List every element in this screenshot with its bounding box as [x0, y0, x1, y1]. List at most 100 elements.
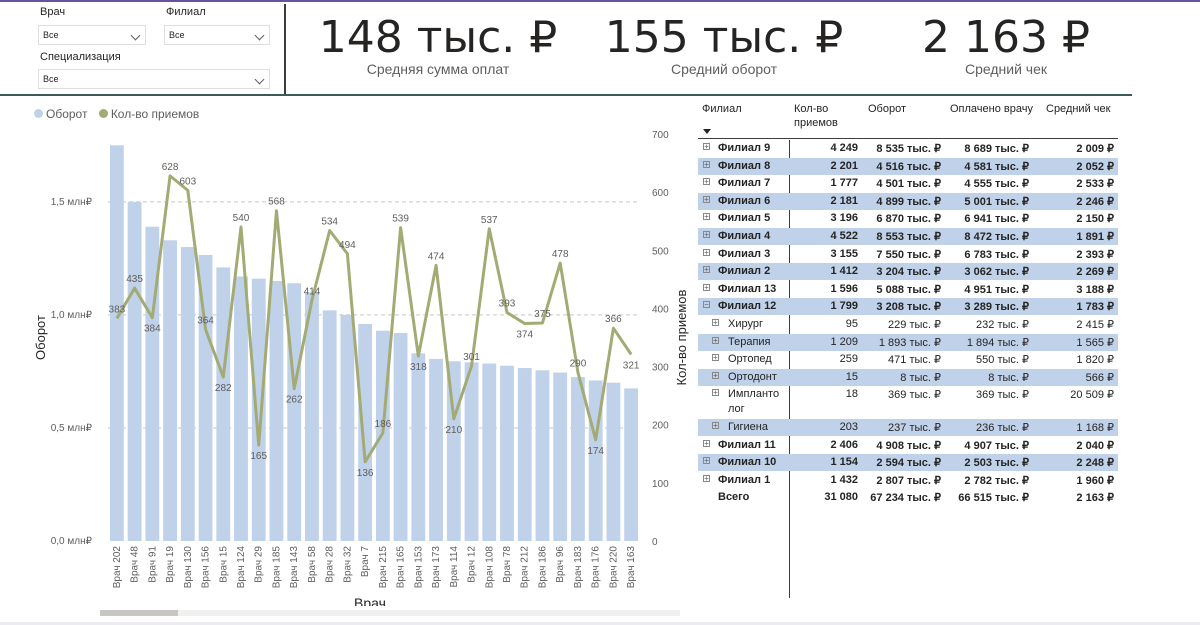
expand-icon[interactable]: + [712, 335, 719, 345]
doctor-filter-dropdown[interactable]: Все [38, 25, 146, 45]
kpi-value: 148 тыс. ₽ [318, 12, 558, 63]
expand-icon[interactable]: + [712, 421, 719, 430]
bar-Врач 165 [393, 332, 408, 541]
table-row[interactable]: + Филиал 3 3 155 7 550 тыс. ₽ 6 783 тыс. ₽ 2 … [698, 246, 1118, 263]
table-row[interactable]: + Терапия 1 209 1 893 тыс. ₽ 1 894 тыс. ₽ 1 5… [698, 333, 1118, 351]
column-header-paid[interactable]: Оплачено врачу [950, 103, 1033, 115]
table-row[interactable]: − Филиал 12 1 799 3 208 тыс. ₽ 3 289 тыс. ₽ 1… [698, 298, 1118, 316]
bar-Врач 185 [269, 280, 284, 541]
expand-icon[interactable]: + [703, 265, 710, 275]
bar-Врач 212 [517, 368, 532, 541]
header-divider [0, 94, 1132, 96]
branch-filter-dropdown[interactable]: Все [164, 25, 270, 45]
legend-bar-swatch [34, 109, 43, 119]
cell-paid: 6 783 тыс. ₽ [964, 248, 1029, 261]
bar-Врач 58 [305, 292, 319, 541]
x-tick-label: Врач 96 [555, 546, 566, 583]
expand-icon[interactable]: + [703, 230, 710, 239]
expand-icon[interactable]: + [712, 318, 719, 327]
expand-icon[interactable]: + [703, 438, 710, 448]
x-tick-label: Врач 212 [520, 546, 531, 589]
line-data-label: 435 [126, 274, 143, 285]
line-data-label: 384 [144, 324, 161, 335]
table-row[interactable]: + Филиал 10 1 154 2 594 тыс. ₽ 2 503 тыс. ₽ 2… [698, 454, 1118, 472]
cell-visits: 3 155 [830, 247, 858, 260]
cell-turnover: 237 тыс. ₽ [888, 422, 941, 434]
bar-Врач 156 [198, 254, 213, 541]
x-tick-label: Врач 114 [449, 546, 460, 588]
expand-icon[interactable]: + [703, 456, 710, 466]
x-tick-label: Врач 183 [573, 546, 584, 589]
bar-Врач 220 [606, 382, 621, 541]
line-series-visits [115, 174, 633, 464]
x-tick-label: Врач 28 [325, 546, 336, 583]
column-header-branch[interactable]: Филиал [702, 103, 742, 115]
expand-icon[interactable]: + [703, 194, 710, 204]
cell-turnover: 8 535 тыс. ₽ [876, 143, 941, 155]
x-axis-title: Врач [354, 595, 386, 606]
expand-icon[interactable]: + [703, 212, 710, 222]
row-label: Филиал 9 [718, 142, 771, 154]
bar-Врач 124 [234, 276, 248, 541]
table-row[interactable]: + Гигиена 203 237 тыс. ₽ 236 тыс. ₽ 1 168 ₽ [698, 419, 1118, 436]
expand-icon[interactable]: + [703, 473, 710, 483]
sort-desc-icon[interactable] [703, 129, 711, 134]
table-row[interactable]: + Филиал 6 2 181 4 899 тыс. ₽ 5 001 тыс. ₽ 2 … [698, 192, 1118, 210]
cell-paid: 4 581 тыс. ₽ [964, 160, 1029, 173]
line-data-label: 494 [339, 240, 356, 251]
table-row[interactable]: + Ортопед 259 471 тыс. ₽ 550 тыс. ₽ 1 820 ₽ [698, 351, 1118, 368]
table-row[interactable]: + Хирург 95 229 тыс. ₽ 232 тыс. ₽ 2 415 ₽ [698, 316, 1118, 333]
line-data-label: 393 [499, 298, 516, 309]
x-tick-label: Врач 165 [396, 546, 407, 589]
row-label: Филиал 10 [718, 456, 777, 469]
cell-paid: 3 289 тыс. ₽ [964, 301, 1029, 314]
y-tick-label: 0,5 млн₽ [51, 423, 93, 434]
collapse-icon[interactable]: − [703, 300, 710, 310]
cell-paid: 8 689 тыс. ₽ [964, 143, 1029, 155]
expand-icon[interactable]: + [712, 370, 719, 380]
row-label: Филиал 5 [718, 212, 771, 225]
chart-legend: Оборот Кол-во приемов [34, 106, 199, 121]
expand-icon[interactable]: + [703, 177, 710, 187]
y2-tick-label: 600 [652, 188, 669, 199]
row-label: Гигиена [728, 421, 768, 433]
cell-turnover: 7 550 тыс. ₽ [876, 248, 941, 261]
cell-turnover: 67 234 тыс. ₽ [870, 492, 941, 505]
cell-turnover: 2 594 тыс. ₽ [876, 457, 941, 470]
table-row[interactable]: + Филиал 9 4 249 8 535 тыс. ₽ 8 689 тыс. ₽ 2 … [698, 140, 1118, 157]
expand-icon[interactable]: + [703, 159, 710, 169]
expand-icon[interactable]: + [712, 388, 719, 398]
column-header-visits[interactable]: Кол-во приемов [794, 103, 838, 129]
table-row[interactable]: + Филиал 2 1 412 3 204 тыс. ₽ 3 062 тыс. ₽ 2 … [698, 263, 1118, 281]
x-tick-label: Врач 186 [537, 546, 548, 589]
expand-icon[interactable]: + [703, 142, 710, 151]
table-row[interactable]: + Филиал 8 2 201 4 516 тыс. ₽ 4 581 тыс. ₽ 2 … [698, 157, 1118, 175]
cell-turnover: 6 870 тыс. ₽ [876, 213, 941, 226]
table-row[interactable]: + Филиал 4 4 522 8 553 тыс. ₽ 8 472 тыс. ₽ 1 … [698, 228, 1118, 245]
specialization-filter-dropdown[interactable]: Все [38, 69, 270, 89]
table-row[interactable]: + Импланто лог 18 369 тыс. ₽ 369 тыс. ₽ 20 509… [698, 386, 1118, 418]
chart-scrollbar-thumb[interactable] [100, 610, 178, 616]
expand-icon[interactable]: + [703, 247, 710, 257]
bar-Врач 143 [287, 283, 302, 541]
table-row[interactable]: + Филиал 5 3 196 6 870 тыс. ₽ 6 941 тыс. ₽ 2 … [698, 210, 1118, 227]
table-row[interactable]: + Филиал 11 2 406 4 908 тыс. ₽ 4 907 тыс. ₽ 2… [698, 437, 1118, 454]
cell-paid: 369 тыс. ₽ [976, 389, 1029, 402]
expand-icon[interactable]: + [712, 353, 719, 363]
cell-turnover: 4 516 тыс. ₽ [876, 160, 941, 173]
y-axis-title: Оборот [33, 315, 48, 360]
column-header-avg-check[interactable]: Средний чек [1046, 103, 1111, 115]
bar-Врач 186 [535, 370, 550, 541]
x-tick-label: Врач 15 [218, 546, 229, 583]
table-row[interactable]: + Филиал 7 1 777 4 501 тыс. ₽ 4 555 тыс. ₽ 2 … [698, 175, 1118, 192]
column-header-turnover[interactable]: Оборот [868, 103, 907, 115]
table-row[interactable]: + Ортодонт 15 8 тыс. ₽ 8 тыс. ₽ 566 ₽ [698, 368, 1118, 386]
chart-scrollbar-track[interactable] [100, 610, 680, 616]
table-row[interactable]: Всего 31 080 67 234 тыс. ₽ 66 515 тыс. ₽ 2 1… [698, 489, 1118, 506]
table-row[interactable]: + Филиал 1 1 432 2 807 тыс. ₽ 2 782 тыс. ₽ 1 … [698, 472, 1118, 489]
branch-filter-value: Все [169, 30, 185, 40]
cell-avg: 1 168 ₽ [1076, 422, 1114, 434]
table-row[interactable]: + Филиал 13 1 596 5 088 тыс. ₽ 4 951 тыс. ₽ 3… [698, 281, 1118, 298]
cell-paid: 4 555 тыс. ₽ [964, 178, 1029, 191]
expand-icon[interactable]: + [703, 282, 710, 292]
